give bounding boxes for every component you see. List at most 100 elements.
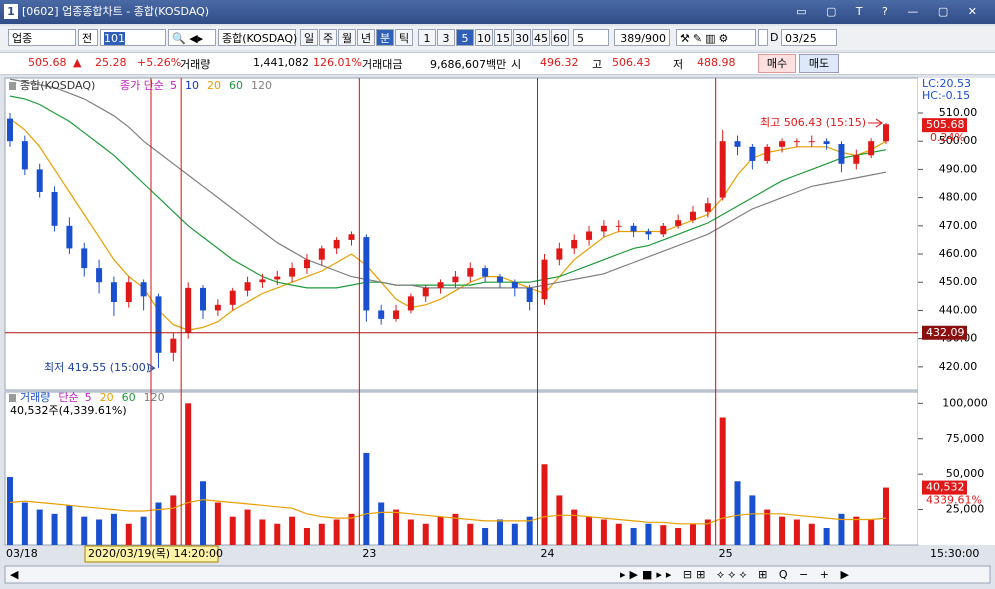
candle-body [140, 282, 147, 297]
volume-bar [883, 487, 889, 545]
period-button[interactable]: 일 [300, 29, 318, 46]
high-label: 고 [592, 58, 603, 71]
tool-icons[interactable]: ⚒✎▥⚙ [676, 29, 756, 46]
volume-bar [378, 502, 385, 545]
volume-rate: 126.01% [313, 56, 362, 69]
candle-body [36, 169, 43, 192]
candle-body [348, 234, 355, 240]
period-button[interactable]: 주 [319, 29, 337, 46]
x-tick-label: 24 [541, 547, 555, 560]
count-select[interactable]: 5 [573, 29, 609, 46]
market-select[interactable]: 업종 [8, 29, 76, 46]
volume-bar [7, 477, 13, 545]
candle-body [318, 248, 325, 260]
period-button[interactable]: 틱 [395, 29, 413, 46]
high-arrow [868, 118, 883, 128]
scroll-left[interactable]: ◀ [10, 568, 19, 581]
period-button[interactable]: 45 [532, 29, 550, 46]
period-button[interactable]: 3 [437, 29, 455, 46]
legend-item: 60 [229, 79, 243, 92]
cursor-label: 2020/03/19(목) 14:20:00 [88, 547, 223, 560]
volume-bar [437, 516, 444, 545]
candle-body [496, 276, 503, 283]
low-annotation: 최저 419.55 (15:00) [44, 361, 150, 374]
candle-body [289, 268, 296, 277]
crosshair-value: 432.09 [926, 326, 965, 339]
volume-bar [496, 519, 503, 545]
volume-bar [274, 523, 281, 545]
x-tick-label: 03/18 [6, 547, 38, 560]
scroll-buttons[interactable]: ▸▶■▸▸ ⊟⊞ ⟡⟡⟡ ⊞ Q − + ▶ [620, 568, 853, 581]
candle-body [437, 282, 444, 288]
buy-button[interactable]: 매수 [758, 54, 796, 73]
candle-body [51, 191, 58, 226]
period-button[interactable]: 5 [456, 29, 474, 46]
volume-bar [333, 519, 340, 545]
y-tick-label: 450.00 [939, 275, 978, 288]
hc-label: HC:-0.15 [922, 89, 970, 102]
ma-line [9, 95, 887, 289]
window-controls[interactable]: ▭ ▢ T ? — ▢ ✕ [796, 5, 985, 18]
legend-item: 120 [144, 391, 165, 404]
search-buttons[interactable]: 🔍 ◀▸ [168, 29, 216, 46]
period-button[interactable]: 년 [357, 29, 375, 46]
checkbox[interactable] [758, 29, 768, 46]
candle-body [704, 203, 711, 212]
candle-body [407, 296, 414, 311]
period-button[interactable]: 30 [513, 29, 531, 46]
candle-body [526, 287, 533, 302]
candle-body [808, 141, 815, 143]
sell-button[interactable]: 매도 [799, 54, 839, 73]
candle-body [645, 231, 652, 235]
all-button[interactable]: 전 [78, 29, 98, 46]
x-tick-label: 23 [362, 547, 376, 560]
period-button[interactable]: 15 [494, 29, 512, 46]
x-tick-label: 25 [719, 547, 733, 560]
candle-body [600, 225, 607, 232]
volume-label: 거래량 [180, 58, 211, 71]
open: 496.32 [540, 56, 579, 69]
volume-bar [66, 505, 73, 545]
volume-bar [808, 523, 815, 545]
volume-bar [303, 528, 310, 545]
volume-bar [21, 502, 28, 545]
candle-body [764, 146, 771, 161]
low-label: 저 [673, 58, 684, 71]
candle-body [793, 141, 800, 143]
toolbar: 업종 전 101 🔍 ◀▸ 종합(KOSDAQ) 일 주 월 년 분 틱 1 3 5 10 15 30… [0, 26, 995, 50]
amount: 9,686,607백만 [430, 58, 507, 71]
volume-bar [853, 516, 860, 545]
period-button[interactable]: 분 [376, 29, 394, 46]
scrollbar[interactable] [4, 565, 991, 584]
current-price: 505.68 [926, 118, 965, 131]
date-input[interactable]: 03/25 [781, 29, 837, 46]
legend-item: 60 [122, 391, 136, 404]
candle-body [110, 282, 117, 302]
legend-item: 5 [85, 391, 92, 404]
volume-bar [586, 516, 593, 545]
volume-bar [140, 516, 147, 545]
candle-body [779, 141, 786, 147]
y-tick-label: 25,000 [946, 503, 985, 516]
period-button[interactable]: 10 [475, 29, 493, 46]
volume-panel [4, 391, 919, 546]
legend-item: 20 [100, 391, 114, 404]
volume-bar [526, 516, 533, 545]
window-number: 1 [4, 4, 18, 19]
volume-bar [749, 495, 756, 545]
lc-label: LC:20.53 [922, 77, 971, 90]
candle-body [541, 259, 548, 300]
volume-bar [630, 528, 637, 545]
candle-body [303, 259, 310, 269]
axis-bg [918, 78, 995, 545]
period-button[interactable]: 1 [418, 29, 436, 46]
code-input[interactable]: 101 [100, 29, 166, 46]
volume-bar [170, 495, 177, 545]
volume-bar [393, 509, 400, 545]
volume-bar [779, 516, 786, 545]
period-button[interactable]: 월 [338, 29, 356, 46]
candle-body [7, 118, 13, 142]
y-tick-label: 100,000 [942, 396, 988, 409]
legend-item: 120 [251, 79, 272, 92]
period-button[interactable]: 60 [551, 29, 569, 46]
